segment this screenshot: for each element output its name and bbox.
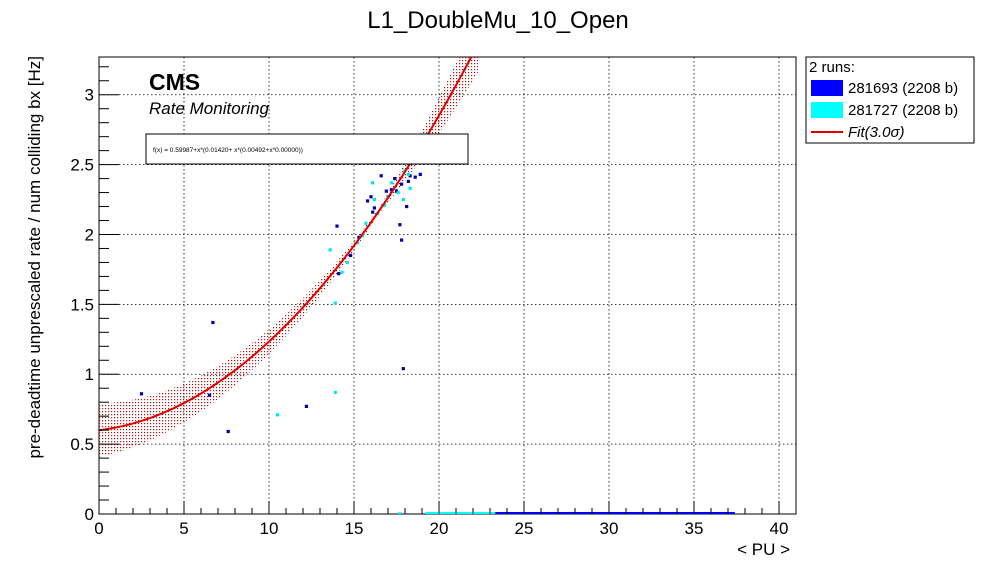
data-point-series-2	[340, 270, 344, 274]
x-axis-title: < PU >	[737, 540, 790, 559]
data-point-series-1	[335, 224, 339, 228]
x-tick-label: 30	[600, 519, 619, 538]
data-point-series-1	[401, 367, 405, 371]
data-point-series-2	[275, 413, 280, 417]
y-tick-label: 0.5	[70, 435, 94, 454]
data-point-series-1	[408, 174, 412, 178]
data-point-series-1	[405, 204, 409, 209]
data-point-series-2	[355, 241, 359, 245]
chart-title: L1_DoubleMu_10_Open	[367, 7, 629, 34]
data-point-series-1	[349, 253, 353, 258]
x-tick-label: 25	[515, 519, 534, 538]
fit-formula-box: f(x) = 0.59987+x*(0.01420+ x*(0.00492+x*…	[145, 133, 469, 165]
legend-header: 2 runs:	[809, 59, 855, 76]
data-point-series-1	[413, 175, 417, 179]
x-tick-label: 15	[345, 519, 364, 538]
data-point-series-1	[379, 174, 383, 178]
data-point-series-2	[401, 197, 405, 202]
data-point-series-2	[389, 181, 393, 185]
zero-rate-point	[398, 512, 402, 514]
zero-rate-points-series-1	[495, 512, 735, 514]
data-point-series-1	[304, 404, 308, 408]
data-point-series-1	[226, 429, 230, 434]
data-point-series-1	[394, 189, 399, 193]
fit-band	[99, 57, 479, 457]
x-tick-label: 35	[685, 519, 704, 538]
legend-label-3: Fit(3.0σ)	[848, 124, 905, 141]
y-tick-label: 2.5	[70, 156, 94, 175]
data-point-series-1	[398, 223, 402, 227]
data-point-series-1	[389, 188, 393, 192]
y-tick-label: 1	[85, 365, 94, 384]
data-point-series-2	[345, 260, 349, 265]
data-point-series-1	[211, 320, 215, 325]
zero-rate-points-series-2	[425, 512, 496, 514]
data-point-series-2	[328, 248, 332, 252]
fit-error-band	[99, 57, 479, 457]
data-point-series-2	[406, 172, 410, 176]
data-point-series-2	[383, 203, 387, 207]
data-point-series-1	[418, 172, 422, 176]
data-point-series-1	[366, 199, 370, 203]
data-point-series-1	[406, 179, 410, 183]
data-point-series-2	[333, 390, 337, 395]
data-point-series-1	[393, 176, 397, 181]
x-tick-label: 0	[94, 519, 103, 538]
data-point-series-2	[333, 301, 337, 305]
data-point-series-1	[400, 182, 404, 186]
cms-label: CMS	[149, 69, 200, 95]
cms-sublabel: Rate Monitoring	[149, 99, 270, 118]
data-point-series-1	[372, 206, 376, 210]
data-point-series-1	[139, 392, 144, 396]
data-point-series-1	[384, 189, 388, 193]
x-tick-label: 5	[179, 519, 188, 538]
fit-formula: f(x) = 0.59987+x*(0.01420+ x*(0.00492+x*…	[153, 147, 303, 154]
data-point-series-2	[372, 197, 376, 202]
legend-swatch-2	[811, 102, 843, 118]
x-tick-label: 40	[770, 519, 789, 538]
data-point-series-2	[408, 186, 412, 190]
legend-swatch-1	[811, 80, 843, 96]
plot-frame	[98, 56, 797, 515]
data-point-series-1	[337, 272, 341, 276]
legend-label-2: 281727 (2208 b)	[848, 102, 958, 119]
y-tick-label: 2	[85, 225, 94, 244]
data-point-series-1	[207, 393, 212, 397]
data-point-series-1	[400, 238, 404, 242]
y-tick-label: 1.5	[70, 295, 94, 314]
legend: 2 runs: 281693 (2208 b) 281727 (2208 b) Fi…	[805, 56, 975, 144]
x-tick-label: 10	[260, 519, 279, 538]
legend-label-1: 281693 (2208 b)	[848, 80, 958, 97]
data-point-series-2	[396, 190, 400, 195]
y-tick-label: 0	[85, 505, 94, 524]
data-point-series-1	[371, 210, 375, 214]
axes: 0 5 10 15 20 25 30 35 40 0 0.5 1 1.5 2 2.5 3	[70, 66, 797, 538]
x-tick-label: 20	[430, 519, 449, 538]
y-tick-label: 3	[85, 86, 94, 105]
data-point-series-1	[369, 195, 373, 199]
data-point-series-2	[371, 181, 375, 185]
data-point-series-2	[364, 221, 368, 225]
y-axis-title: pre-deadtime unprescaled rate / num coll…	[25, 56, 44, 459]
